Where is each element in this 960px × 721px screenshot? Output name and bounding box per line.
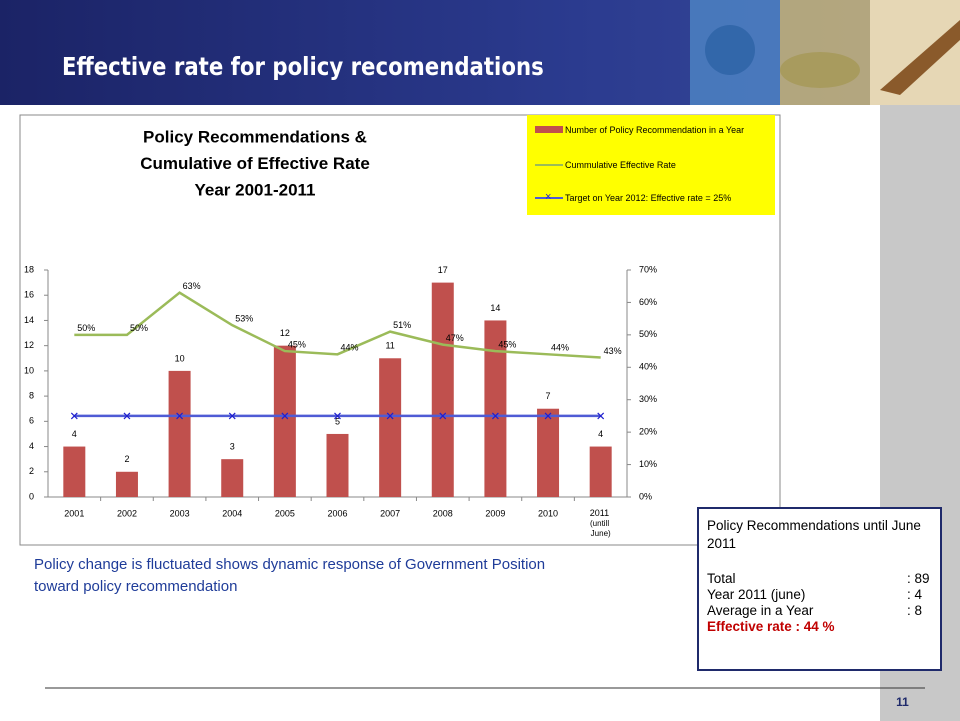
legend-entry: × Target on Year 2012: Effective rate = 2… — [535, 193, 765, 203]
bar-label: 11 — [385, 341, 394, 351]
y2-tick-label: 60% — [639, 297, 657, 307]
bar-label: 2 — [124, 454, 129, 464]
summary-label: Total — [707, 571, 907, 587]
bar — [432, 283, 454, 497]
x-tick-label: 2011 (untill June) — [590, 508, 612, 538]
y-tick-label: 0 — [29, 491, 34, 501]
summary-label: Year 2011 (june) — [707, 587, 907, 603]
y2-tick-label: 50% — [639, 329, 657, 339]
bar-label: 12 — [280, 328, 290, 338]
bar-label: 4 — [598, 429, 603, 439]
x-tick-label: 2006 — [327, 508, 347, 518]
legend-swatch: × — [535, 193, 565, 203]
summary-value: : 8 — [907, 603, 922, 619]
note: Policy change is fluctuated shows dynami… — [34, 554, 579, 598]
x-tick-label: 2003 — [170, 508, 190, 518]
bar-label: 14 — [490, 303, 500, 313]
bar — [537, 409, 559, 497]
slide: Effective rate for policy recomendations… — [0, 0, 960, 721]
y-tick-label: 10 — [24, 365, 34, 375]
summary-row: Average in a Year: 8 — [707, 603, 940, 619]
bar-label: 4 — [72, 429, 77, 439]
bar — [169, 371, 191, 497]
y2-tick-label: 10% — [639, 459, 657, 469]
y2-tick-label: 40% — [639, 362, 657, 372]
bar — [221, 459, 243, 497]
bar — [274, 346, 296, 497]
summary-highlight: Effective rate : 44 % — [707, 619, 940, 635]
y2-tick-label: 20% — [639, 427, 657, 437]
x-tick-label: 2004 — [222, 508, 242, 518]
y-tick-label: 14 — [24, 315, 34, 325]
y-tick-label: 18 — [24, 264, 34, 274]
bar — [379, 358, 401, 497]
line-label: 51% — [393, 320, 411, 330]
summary-value: : 89 — [907, 571, 930, 587]
legend-label: Target on Year 2012: Effective rate = 25… — [565, 193, 765, 203]
summary-row: Total: 89 — [707, 571, 940, 587]
line-label: 53% — [235, 314, 253, 324]
x-tick-label: 2007 — [380, 508, 400, 518]
x-tick-label: 2010 — [538, 508, 558, 518]
x-tick-label: 2009 — [485, 508, 505, 518]
x-tick-label: 2005 — [275, 508, 295, 518]
y-tick-label: 8 — [29, 390, 34, 400]
line-label: 45% — [288, 339, 306, 349]
legend-marker: × — [545, 191, 551, 203]
bar — [116, 472, 138, 497]
legend-entry: Cummulative Effective Rate — [535, 160, 765, 170]
y-tick-label: 16 — [24, 290, 34, 300]
summary-box: Policy Recommendations until June 2011 T… — [697, 507, 942, 671]
summary-value: : 4 — [907, 587, 922, 603]
line-label: 50% — [77, 323, 95, 333]
line-label: 63% — [183, 281, 201, 291]
chart-title: Cumulative of Effective Rate — [140, 154, 370, 173]
legend-entry: Number of Policy Recommendation in a Yea… — [535, 125, 765, 135]
summary-row: Year 2011 (june): 4 — [707, 587, 940, 603]
line-label: 47% — [446, 333, 464, 343]
line-label: 44% — [340, 343, 358, 353]
line-label: 45% — [498, 339, 516, 349]
legend-label: Cummulative Effective Rate — [565, 160, 765, 170]
bar — [63, 447, 85, 497]
y-tick-label: 2 — [29, 466, 34, 476]
line-label: 43% — [604, 346, 622, 356]
line-label: 44% — [551, 343, 569, 353]
bar-label: 17 — [438, 265, 448, 275]
y2-tick-label: 30% — [639, 394, 657, 404]
chart-title: Year 2001-2011 — [194, 180, 315, 199]
bar-label: 3 — [230, 442, 235, 452]
bar — [590, 447, 612, 497]
line-label: 50% — [130, 323, 148, 333]
x-tick-label: 2002 — [117, 508, 137, 518]
legend-label: Number of Policy Recommendation in a Yea… — [565, 125, 765, 135]
y-tick-label: 12 — [24, 340, 34, 350]
page-number: 11 — [880, 690, 925, 715]
summary-title: Policy Recommendations until June 2011 — [707, 517, 940, 553]
legend-line — [535, 164, 563, 166]
legend-swatch — [535, 126, 563, 133]
bar-label: 7 — [546, 391, 551, 401]
legend: Number of Policy Recommendation in a Yea… — [527, 115, 775, 215]
chart-title: Policy Recommendations & — [143, 127, 367, 146]
y-tick-label: 4 — [29, 441, 34, 451]
bar-label: 10 — [175, 353, 185, 363]
summary-label: Average in a Year — [707, 603, 907, 619]
x-tick-label: 2001 — [64, 508, 84, 518]
legend-swatch — [535, 160, 565, 170]
y2-tick-label: 70% — [639, 264, 657, 274]
bar — [327, 434, 349, 497]
y2-tick-label: 0% — [639, 491, 652, 501]
x-tick-label: 2008 — [433, 508, 453, 518]
y-tick-label: 6 — [29, 416, 34, 426]
